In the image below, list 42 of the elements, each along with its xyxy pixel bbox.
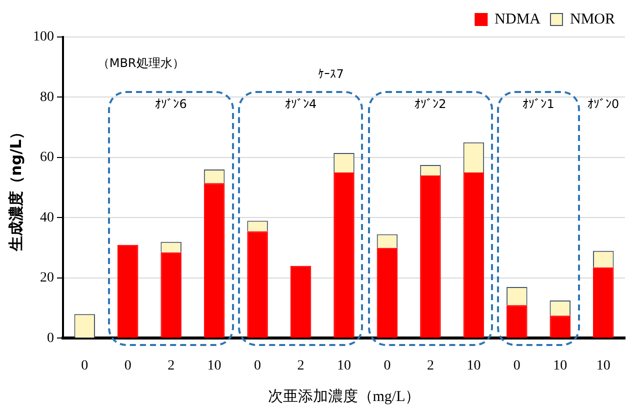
- x-tick-label: 2: [297, 358, 304, 374]
- bar: [290, 266, 312, 338]
- bar: [204, 183, 225, 338]
- y-tick-label: 100: [33, 30, 54, 45]
- annotation: ｵｿﾞﾝ2: [414, 97, 446, 112]
- x-tick-label: 10: [337, 358, 351, 374]
- y-tick-label: 40: [40, 210, 54, 226]
- bar: [160, 252, 182, 338]
- bar: [117, 244, 138, 338]
- x-axis-title: 次亜添加濃度（mg/L）: [268, 388, 420, 405]
- annotation: ｹｰｽ7: [318, 67, 344, 81]
- legend-label: NDMA: [494, 11, 541, 28]
- x-tick-label: 0: [513, 358, 520, 374]
- annotation: ｵｿﾞﾝ4: [284, 97, 317, 112]
- bar: [593, 267, 614, 338]
- bar: [463, 172, 484, 338]
- bar: [334, 172, 354, 338]
- y-tick-label: 60: [40, 150, 54, 166]
- x-tick-label: 2: [426, 358, 434, 374]
- x-tick-label: 10: [596, 358, 610, 374]
- bar: [420, 176, 441, 338]
- x-tick-label: 10: [466, 358, 481, 374]
- annotation: ｵｿﾞﾝ6: [155, 97, 187, 112]
- x-tick-label: 0: [384, 358, 391, 374]
- x-tick-label: 10: [553, 358, 568, 374]
- bar: [247, 231, 268, 338]
- y-tick-label: 80: [40, 90, 54, 105]
- bar: [376, 248, 398, 338]
- x-tick-label: 0: [81, 358, 88, 374]
- bar: [506, 305, 528, 338]
- x-tick-label: 2: [168, 358, 175, 374]
- x-tick-label: 0: [254, 358, 262, 374]
- annotation: ｵｿﾞﾝ0: [588, 97, 620, 112]
- legend-label: NMOR: [570, 11, 616, 28]
- y-tick-label: 20: [40, 270, 54, 286]
- x-tick-label: 0: [124, 358, 132, 374]
- annotation: （MBR処理水）: [97, 55, 184, 72]
- bar: [550, 316, 571, 338]
- annotation: ｵｿﾞﾝ1: [522, 97, 554, 112]
- y-tick-label: 0: [47, 330, 54, 346]
- x-tick-label: 10: [207, 358, 222, 374]
- y-axis-title: 生成濃度（ng/L）: [6, 124, 25, 252]
